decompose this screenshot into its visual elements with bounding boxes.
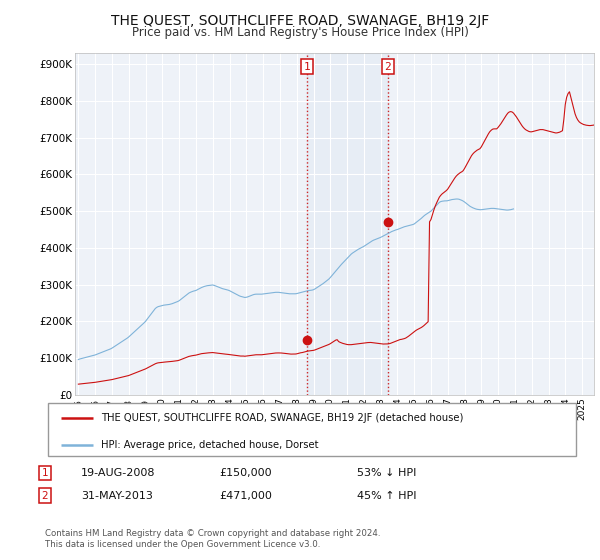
Bar — [307, 53, 388, 395]
Text: £471,000: £471,000 — [219, 491, 272, 501]
Text: Contains HM Land Registry data © Crown copyright and database right 2024.
This d: Contains HM Land Registry data © Crown c… — [45, 529, 380, 549]
Text: 45% ↑ HPI: 45% ↑ HPI — [357, 491, 416, 501]
Text: 2: 2 — [385, 62, 391, 72]
Text: HPI: Average price, detached house, Dorset: HPI: Average price, detached house, Dors… — [101, 440, 319, 450]
Text: 2: 2 — [41, 491, 49, 501]
Text: 1: 1 — [304, 62, 311, 72]
Text: 31-MAY-2013: 31-MAY-2013 — [81, 491, 153, 501]
Text: 53% ↓ HPI: 53% ↓ HPI — [357, 468, 416, 478]
Text: Price paid vs. HM Land Registry's House Price Index (HPI): Price paid vs. HM Land Registry's House … — [131, 26, 469, 39]
Text: 19-AUG-2008: 19-AUG-2008 — [81, 468, 155, 478]
Text: THE QUEST, SOUTHCLIFFE ROAD, SWANAGE, BH19 2JF: THE QUEST, SOUTHCLIFFE ROAD, SWANAGE, BH… — [111, 14, 489, 28]
Text: 1: 1 — [41, 468, 49, 478]
Text: £150,000: £150,000 — [219, 468, 272, 478]
Text: THE QUEST, SOUTHCLIFFE ROAD, SWANAGE, BH19 2JF (detached house): THE QUEST, SOUTHCLIFFE ROAD, SWANAGE, BH… — [101, 413, 463, 423]
